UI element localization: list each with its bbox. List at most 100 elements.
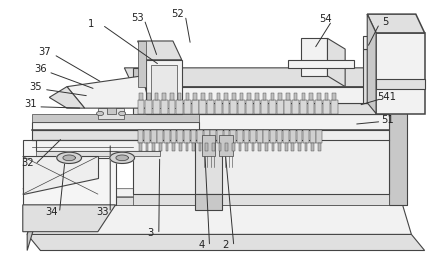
- Polygon shape: [261, 100, 268, 113]
- Circle shape: [97, 111, 104, 116]
- Polygon shape: [157, 130, 163, 143]
- Polygon shape: [195, 194, 222, 210]
- Polygon shape: [199, 143, 202, 151]
- Text: 1: 1: [88, 19, 94, 29]
- Polygon shape: [184, 130, 190, 143]
- Polygon shape: [133, 68, 159, 103]
- Polygon shape: [367, 14, 376, 113]
- Polygon shape: [23, 189, 407, 197]
- Polygon shape: [257, 130, 263, 143]
- Polygon shape: [193, 93, 197, 100]
- Polygon shape: [272, 143, 274, 151]
- Polygon shape: [184, 100, 191, 113]
- Polygon shape: [161, 100, 167, 113]
- Polygon shape: [217, 93, 220, 100]
- Polygon shape: [195, 140, 222, 194]
- Text: 3: 3: [148, 228, 154, 238]
- Polygon shape: [315, 100, 322, 113]
- Text: 2: 2: [223, 240, 229, 250]
- Text: 4: 4: [198, 240, 205, 250]
- Polygon shape: [303, 130, 309, 143]
- Polygon shape: [224, 93, 228, 100]
- Polygon shape: [291, 143, 294, 151]
- Polygon shape: [159, 143, 162, 151]
- Polygon shape: [199, 100, 206, 113]
- Polygon shape: [277, 100, 284, 113]
- Text: 35: 35: [30, 82, 43, 92]
- Text: 32: 32: [21, 158, 34, 168]
- Polygon shape: [27, 234, 425, 251]
- Circle shape: [119, 111, 126, 116]
- Polygon shape: [210, 130, 216, 143]
- Polygon shape: [139, 93, 143, 100]
- Polygon shape: [230, 130, 236, 143]
- Polygon shape: [138, 41, 182, 60]
- Polygon shape: [217, 130, 223, 143]
- Polygon shape: [177, 130, 183, 143]
- Polygon shape: [288, 60, 354, 68]
- Polygon shape: [310, 130, 315, 143]
- Polygon shape: [164, 130, 170, 143]
- Polygon shape: [138, 130, 144, 143]
- Polygon shape: [286, 93, 290, 100]
- Polygon shape: [232, 93, 236, 100]
- Polygon shape: [31, 197, 407, 205]
- Polygon shape: [133, 103, 389, 113]
- Polygon shape: [290, 130, 295, 143]
- Polygon shape: [285, 143, 288, 151]
- Polygon shape: [172, 143, 175, 151]
- Polygon shape: [219, 143, 222, 151]
- Polygon shape: [23, 157, 98, 194]
- Text: 37: 37: [39, 47, 51, 57]
- Polygon shape: [232, 143, 234, 151]
- Polygon shape: [237, 130, 243, 143]
- Polygon shape: [186, 143, 188, 151]
- Polygon shape: [323, 100, 330, 113]
- Polygon shape: [253, 100, 260, 113]
- Polygon shape: [168, 100, 175, 113]
- Polygon shape: [327, 38, 345, 87]
- Polygon shape: [305, 143, 307, 151]
- Polygon shape: [190, 130, 196, 143]
- Polygon shape: [206, 143, 208, 151]
- Polygon shape: [176, 100, 183, 113]
- Polygon shape: [27, 205, 412, 234]
- Polygon shape: [238, 100, 245, 113]
- Polygon shape: [209, 93, 212, 100]
- Polygon shape: [277, 130, 283, 143]
- Polygon shape: [265, 143, 268, 151]
- Polygon shape: [178, 93, 182, 100]
- Polygon shape: [147, 60, 182, 113]
- Polygon shape: [36, 151, 159, 157]
- Polygon shape: [269, 100, 276, 113]
- Polygon shape: [186, 93, 189, 100]
- Polygon shape: [252, 143, 254, 151]
- Polygon shape: [36, 140, 159, 151]
- Polygon shape: [264, 130, 269, 143]
- Text: 33: 33: [96, 207, 109, 217]
- Polygon shape: [151, 130, 156, 143]
- Polygon shape: [139, 143, 142, 151]
- Polygon shape: [244, 130, 249, 143]
- Polygon shape: [166, 143, 168, 151]
- Text: 52: 52: [171, 9, 184, 19]
- Polygon shape: [133, 113, 389, 130]
- Polygon shape: [332, 93, 336, 100]
- Polygon shape: [63, 155, 75, 161]
- Polygon shape: [263, 93, 266, 100]
- Polygon shape: [202, 135, 215, 157]
- Polygon shape: [138, 100, 144, 113]
- Polygon shape: [278, 93, 282, 100]
- Polygon shape: [238, 143, 241, 151]
- Polygon shape: [49, 87, 85, 108]
- Polygon shape: [31, 130, 199, 140]
- Polygon shape: [331, 100, 338, 113]
- Polygon shape: [246, 100, 253, 113]
- Polygon shape: [248, 93, 251, 100]
- Polygon shape: [250, 130, 256, 143]
- Polygon shape: [225, 143, 228, 151]
- Polygon shape: [224, 130, 229, 143]
- Polygon shape: [376, 79, 425, 89]
- Polygon shape: [311, 143, 314, 151]
- Polygon shape: [298, 143, 301, 151]
